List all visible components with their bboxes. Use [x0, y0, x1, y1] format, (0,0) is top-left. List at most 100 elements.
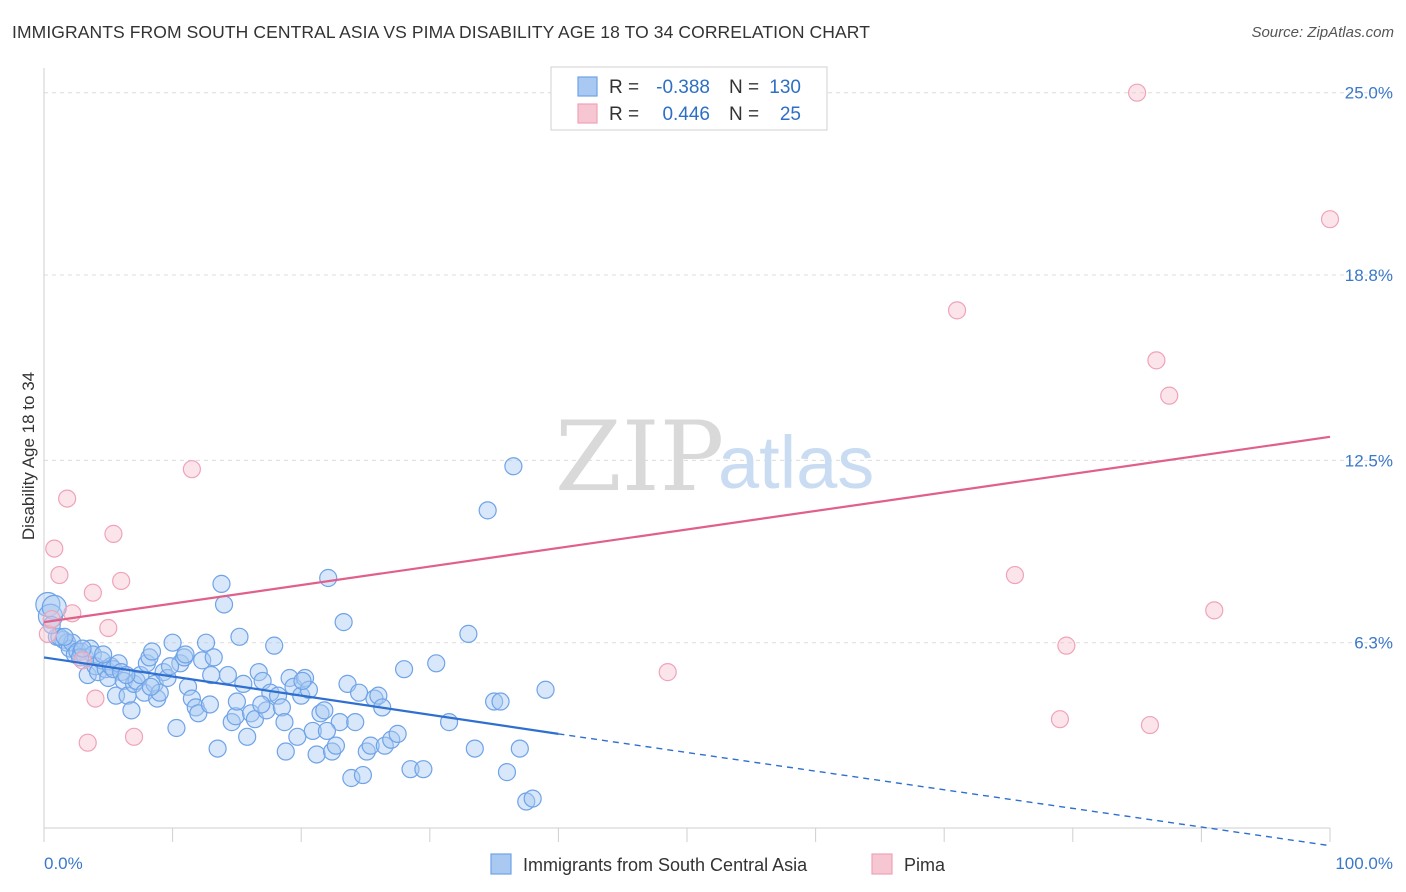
legend-n-value-2: 25 [780, 104, 801, 125]
legend-r-value-2: 0.446 [662, 104, 710, 125]
immigrants-point-126 [293, 671, 312, 691]
immigrants-point-50 [200, 695, 219, 714]
immigrants-point-80 [315, 701, 334, 720]
immigrants-point-109 [497, 763, 517, 782]
legend-n-value-1: 130 [769, 77, 801, 98]
immigrants-point-75 [295, 668, 315, 688]
y-tick-label-0: 6.3% [1354, 634, 1393, 653]
pima-point-14 [182, 460, 201, 479]
immigrants-point-85 [334, 613, 353, 632]
immigrants-trend-extension [558, 733, 1331, 847]
immigrants-point-113 [523, 789, 542, 808]
legend-swatch-pink [577, 103, 598, 124]
immigrants-point-54 [214, 595, 234, 614]
pima-point-10 [99, 618, 118, 638]
immigrants-point-70 [276, 742, 295, 761]
immigrants-point-60 [238, 727, 257, 746]
pima-point-8 [83, 583, 102, 602]
immigrants-trend-line [43, 656, 559, 735]
pima-point-11 [104, 524, 123, 543]
immigrants-point-107 [485, 692, 504, 711]
immigrants-point-120 [160, 657, 180, 676]
immigrants-point-57 [226, 707, 245, 726]
immigrants-point-27 [122, 701, 141, 720]
pima-point-3 [50, 565, 69, 585]
immigrants-point-101 [414, 760, 433, 779]
pima-point-12 [112, 571, 131, 591]
pima-point-17 [1005, 565, 1025, 585]
pima-point-15 [658, 663, 677, 682]
bottom-legend-swatch-blue [490, 853, 512, 875]
immigrants-point-48 [193, 651, 212, 670]
immigrants-point-90 [353, 765, 373, 785]
y-tick-label-2: 18.8% [1345, 266, 1393, 285]
immigrants-point-129 [55, 627, 74, 646]
y-axis-title: Disability Age 18 to 34 [19, 372, 38, 540]
immigrants-point-123 [227, 692, 246, 711]
immigrants-point-119 [141, 677, 160, 696]
immigrants-point-83 [326, 736, 346, 755]
immigrants-point-87 [342, 768, 361, 788]
immigrants-point-67 [265, 636, 284, 655]
pima-point-23 [1160, 386, 1179, 405]
legend-r-value-1: -0.388 [656, 77, 710, 98]
pima-point-6 [73, 651, 92, 670]
pima-point-9 [86, 689, 105, 708]
immigrants-point-125 [275, 713, 294, 732]
pima-point-13 [124, 727, 144, 746]
immigrants-point-100 [401, 760, 420, 779]
pima-point-20 [1127, 83, 1147, 102]
immigrants-point-81 [319, 568, 338, 588]
pima-point-22 [1147, 351, 1166, 370]
correlation-legend: R = -0.388 N = 130 R = 0.446 N = 25 [550, 66, 828, 131]
gridlines [44, 92, 1392, 644]
legend-r-label-2: R = [609, 104, 639, 125]
series-immigrants-points [35, 457, 555, 811]
immigrants-point-49 [196, 633, 216, 652]
immigrants-point-52 [208, 739, 227, 758]
y-tick-labels: 6.3% 12.5% 18.8% 25.0% [1345, 84, 1393, 653]
trend-lines [43, 435, 1331, 847]
immigrants-point-69 [272, 698, 292, 717]
watermark-atlas: atlas [718, 421, 874, 504]
immigrants-point-114 [536, 680, 555, 699]
series-legend: Immigrants from South Central Asia Pima [490, 853, 946, 875]
bottom-legend-swatch-pink [871, 853, 893, 875]
immigrants-point-124 [252, 695, 271, 714]
immigrants-point-37 [150, 683, 169, 702]
series-pima-points [38, 83, 1340, 752]
pima-point-18 [1050, 710, 1070, 729]
immigrants-point-89 [349, 683, 369, 702]
immigrants-point-98 [388, 724, 407, 743]
immigrants-point-127 [317, 721, 337, 741]
pima-trend-line [43, 435, 1331, 624]
watermark-zip: ZIP [555, 401, 724, 513]
immigrants-point-59 [234, 674, 253, 693]
chart-title: IMMIGRANTS FROM SOUTH CENTRAL ASIA VS PI… [12, 22, 870, 42]
immigrants-point-63 [249, 663, 268, 682]
immigrants-point-99 [394, 660, 414, 679]
immigrants-point-58 [230, 627, 249, 646]
immigrants-point-40 [163, 633, 182, 652]
immigrants-point-73 [288, 727, 307, 746]
immigrants-point-77 [303, 721, 322, 741]
pima-point-19 [1057, 636, 1076, 655]
x-tick-label-0: 0.0% [44, 854, 83, 873]
pima-point-2 [45, 539, 64, 558]
source-label: Source: ZipAtlas.com [1251, 24, 1394, 41]
immigrants-point-110 [504, 457, 523, 476]
immigrants-point-78 [307, 745, 326, 764]
legend-n-label-2: N = [729, 104, 759, 125]
axes [43, 68, 1331, 842]
immigrants-point-108 [491, 692, 510, 711]
watermark: ZIP atlas [555, 401, 874, 513]
legend-swatch-blue [577, 76, 598, 97]
pima-point-4 [58, 489, 77, 508]
immigrants-point-104 [459, 624, 478, 643]
immigrants-point-34 [142, 642, 162, 661]
immigrants-point-121 [176, 645, 195, 664]
immigrants-point-55 [218, 665, 237, 685]
immigrants-point-111 [510, 739, 529, 758]
immigrants-point-51 [204, 648, 223, 667]
